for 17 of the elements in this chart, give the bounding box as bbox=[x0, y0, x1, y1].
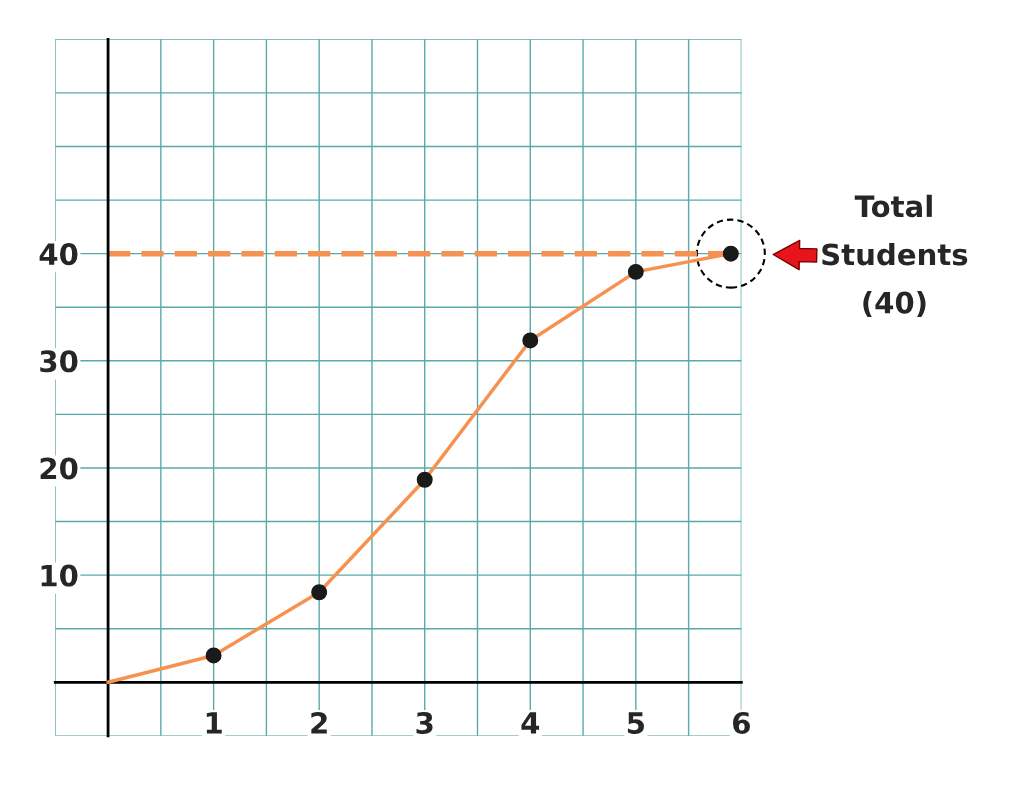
x-tick-label: 1 bbox=[206, 712, 222, 734]
x-tick-label: 6 bbox=[733, 711, 750, 735]
y-tick-label: 30 bbox=[40, 350, 78, 373]
y-tick-label: 40 bbox=[39, 243, 78, 266]
point bbox=[627, 263, 644, 280]
text: Total Students (40) bbox=[822, 194, 968, 318]
y-tick-label: 20 bbox=[40, 457, 78, 480]
x-tick-label: 3 bbox=[416, 711, 433, 735]
point bbox=[311, 584, 328, 601]
x-tick-label: 2 bbox=[311, 711, 327, 734]
point bbox=[522, 332, 539, 349]
x-tick-label: 4 bbox=[521, 712, 540, 734]
point bbox=[416, 471, 433, 488]
x-tick-label: 5 bbox=[627, 712, 644, 735]
point bbox=[722, 245, 739, 262]
y-tick-label: 10 bbox=[41, 564, 78, 587]
point bbox=[205, 647, 222, 664]
